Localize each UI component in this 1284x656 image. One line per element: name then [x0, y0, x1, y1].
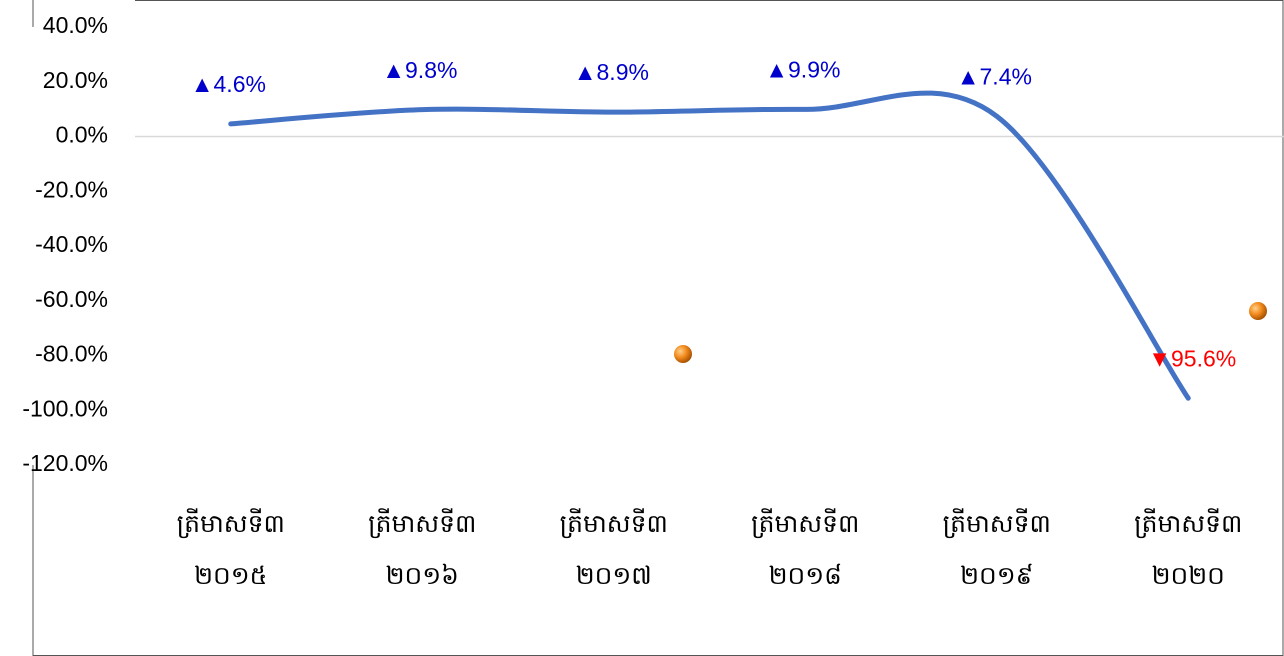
y-tick-label: -60.0%	[35, 286, 108, 312]
x-tick-label: ត្រីមាសទី៣ ២០១៦	[368, 509, 477, 590]
y-tick-label: -20.0%	[35, 176, 108, 202]
y-tick-label: 0.0%	[56, 122, 108, 148]
y-tick-label: 40.0%	[43, 12, 108, 38]
x-tick-label: ត្រីមាសទី៣ ២០១៨	[751, 509, 860, 590]
y-tick-label: -100.0%	[22, 395, 108, 421]
y-tick-label: -40.0%	[35, 231, 108, 257]
y-tick-label: -120.0%	[22, 450, 108, 476]
data-label: ▼95.6%	[1148, 345, 1236, 371]
line-series	[228, 90, 1191, 401]
x-tick-label: ត្រីមាសទី៣ ២០១៩	[942, 509, 1051, 590]
data-label: ▲8.9%	[574, 59, 649, 85]
y-tick-label: 20.0%	[43, 67, 108, 93]
data-label: ▲4.6%	[191, 71, 266, 97]
x-tick-label: ត្រីមាសទី៣ ២០១៧	[559, 509, 668, 590]
data-label: ▲9.9%	[765, 56, 840, 82]
x-tick-label: ត្រីមាសទី៣ ២០២០	[1134, 509, 1243, 590]
decor-dot	[1249, 302, 1267, 320]
data-label: ▲7.4%	[957, 63, 1032, 89]
data-label: ▲9.8%	[382, 57, 457, 83]
decor-dot	[674, 345, 692, 363]
axis-bg	[0, 0, 135, 480]
y-tick-label: -80.0%	[35, 341, 108, 367]
x-tick-label: ត្រីមាសទី៣ ២០១៥	[176, 509, 285, 590]
